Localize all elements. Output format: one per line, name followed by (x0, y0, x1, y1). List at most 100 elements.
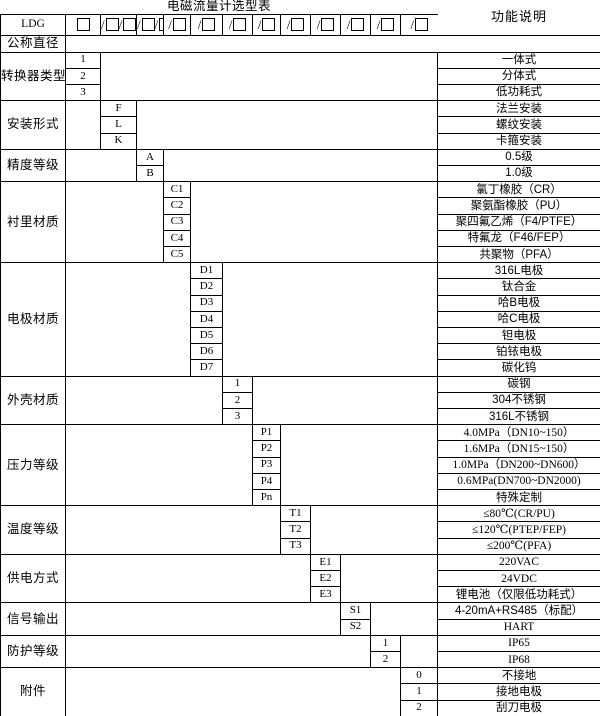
code-slot-9[interactable]: / (280, 13, 311, 35)
code-slot-6[interactable]: / (190, 13, 223, 35)
table-row: P2 1.6MPa（DN15~150） (1, 440, 600, 458)
description-cell: 316L不锈钢 (437, 408, 600, 426)
slot-slash: / (197, 16, 202, 32)
code-slot-7[interactable]: / (222, 13, 253, 35)
slot-box (351, 18, 365, 31)
code-cell: D1 (190, 262, 223, 280)
table-row: 公称直径10-2000 (0, 34, 600, 53)
code-cell: B (136, 164, 164, 183)
description-cell: 聚四氟乙烯（F4/PTFE） (437, 214, 600, 231)
description-cell: 锂电池（仅限低功耗式） (437, 586, 600, 604)
table-row: 转换器类型 1 一体式 (0, 51, 600, 102)
description-cell: 聚氨酯橡胶（PU） (437, 197, 600, 215)
description-cell: 4-20mA+RS485（标配） (437, 602, 600, 620)
spacer-right (340, 554, 438, 604)
spacer-right (370, 602, 438, 636)
code-slot-12[interactable]: / (370, 13, 401, 35)
description-cell: IP65 (437, 635, 600, 653)
description-cell: 卡箍安装 (437, 133, 600, 150)
description-cell: 钛合金 (437, 278, 600, 296)
spacer-right (136, 100, 438, 150)
code-cell: C3 (163, 213, 191, 231)
description-cell: 特氟龙（F46/FEP） (437, 230, 600, 247)
description-cell: ≤200℃(PFA) (437, 538, 600, 555)
code-cell: 1 (65, 51, 101, 69)
category-2: 安装形式 (0, 100, 66, 150)
table-row: T3 ≤200℃(PFA) (1, 537, 600, 555)
code-cell: 2 (222, 391, 253, 409)
description-cell: 0.5级 (437, 149, 600, 166)
spacer-left (65, 376, 223, 426)
code-slot-5[interactable]: / (163, 13, 191, 35)
slot-box (233, 18, 247, 31)
table-row: B 1.0级 (1, 164, 600, 183)
code-slot-0[interactable] (65, 13, 101, 35)
description-cell: 0.6MPa(DN700~DN2000) (437, 473, 600, 490)
code-slot-3[interactable]: / / (136, 13, 164, 35)
description-cell: 316L电极 (437, 262, 600, 280)
slot-slash: / (118, 16, 123, 32)
table-row: 3 低功耗式 (1, 83, 600, 102)
table-row: 精度等级 A 0.5级 (0, 148, 600, 183)
table-title: 电磁流量计选型表 (167, 0, 272, 14)
description-cell: 钽电极 (437, 327, 600, 345)
table-row: 信号输出 S1 4-20mA+RS485（标配） (0, 602, 600, 636)
table-row: D2 钛合金 (1, 278, 600, 296)
slot-slash: / (410, 16, 415, 32)
code-cell: S2 (340, 618, 371, 636)
category-10: 信号输出 (0, 602, 66, 636)
code-cell: C5 (163, 245, 191, 264)
spacer-right (400, 635, 438, 669)
code-cell: D3 (190, 294, 223, 312)
description-cell: 哈C电极 (437, 311, 600, 328)
code-slot-1[interactable]: / / (100, 13, 137, 35)
spacer-right (190, 181, 438, 264)
code-cell: D2 (190, 278, 223, 296)
slot-slash: / (168, 16, 172, 32)
table-row: 2 304不锈钢 (1, 391, 600, 409)
table-row: D4 哈C电极 (1, 310, 600, 328)
code-cell: A (136, 148, 164, 166)
code-slot-11[interactable]: / (340, 13, 371, 35)
table-row: 1 接地电极 (1, 683, 600, 701)
code-cell: C1 (163, 181, 191, 199)
description-cell: 铂铱电极 (437, 343, 600, 361)
slot-slash: / (228, 16, 233, 32)
table-row: P4 0.6MPa(DN700~DN2000) (1, 472, 600, 490)
category-4: 衬里材质 (0, 181, 66, 264)
category-1: 转换器类型 (0, 52, 66, 102)
code-cell: E1 (310, 553, 341, 572)
table-row: D7 碳化钨 (1, 359, 600, 377)
code-cell: D6 (190, 343, 223, 361)
table-row: 供电方式 E1 220VAC (0, 553, 600, 604)
description-cell: ≤120℃(PTEP/FEP) (437, 521, 600, 539)
slot-box (141, 18, 155, 31)
description-cell: 不接地 (437, 667, 600, 685)
table-row: T2 ≤120℃(PTEP/FEP) (1, 521, 600, 539)
code-slot-8[interactable]: / (252, 13, 281, 35)
description-cell: 氯丁橡胶（CR） (437, 181, 600, 199)
code-cell: P1 (252, 424, 281, 442)
code-cell: E2 (310, 569, 341, 588)
description-cell: 1.0级 (437, 165, 600, 183)
category-7: 压力等级 (0, 424, 66, 507)
table-row: P3 1.0MPa（DN200~DN600） (1, 456, 600, 474)
slot-box (262, 18, 276, 31)
table-row: D3 哈B电极 (1, 294, 600, 312)
code-cell: 0 (399, 667, 439, 685)
code-slot-10[interactable]: / (310, 13, 341, 35)
table-row: C3 聚四氟乙烯（F4/PTFE） (1, 213, 600, 231)
category-9: 供电方式 (0, 554, 66, 604)
spacer-right (280, 424, 438, 507)
slot-slash: / (154, 16, 159, 32)
code-cell: F (100, 100, 137, 118)
description-cell: 哈B电极 (437, 295, 600, 312)
code-cell: C4 (163, 229, 191, 247)
code-slot-13[interactable]: / (399, 13, 438, 35)
description-cell: 刮刀电极 (437, 700, 600, 716)
table-row: 安装形式 F 法兰安装 (0, 100, 600, 150)
code-cell: 2 (65, 67, 101, 85)
code-cell: T1 (280, 505, 311, 523)
